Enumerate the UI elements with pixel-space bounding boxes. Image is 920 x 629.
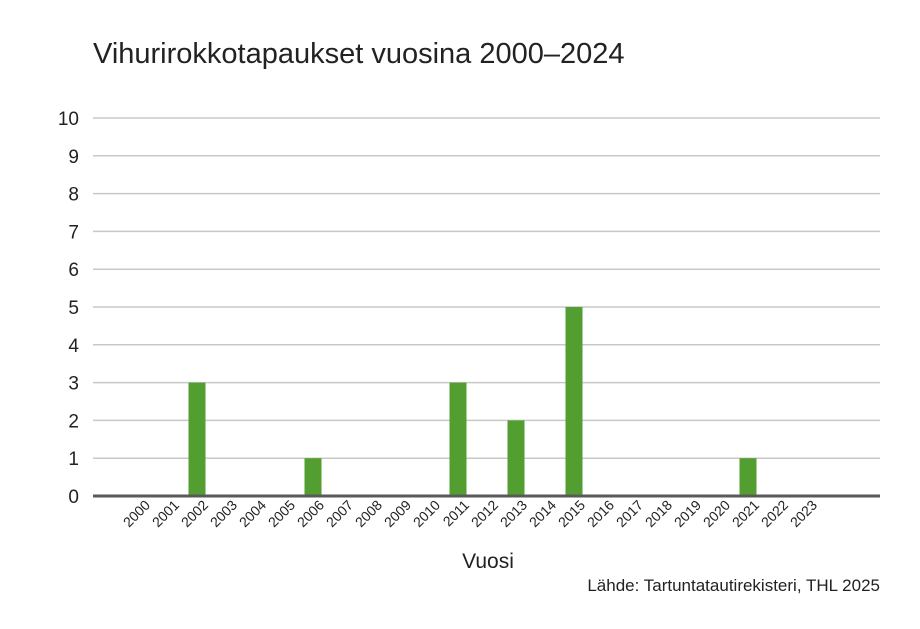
y-tick-label: 2 — [68, 411, 79, 432]
bar-2021 — [739, 458, 757, 496]
y-tick-label: 7 — [68, 222, 79, 243]
x-tick-label: 2023 — [787, 497, 820, 530]
bar-2015 — [565, 307, 583, 496]
x-tick-label: 2020 — [700, 497, 733, 530]
x-tick-label: 2021 — [729, 497, 762, 530]
x-tick-label: 2006 — [294, 497, 327, 530]
x-tick-label: 2017 — [613, 497, 646, 530]
x-tick-label: 2014 — [526, 497, 559, 530]
y-tick-label: 3 — [68, 374, 79, 395]
y-tick-label: 10 — [58, 109, 79, 130]
y-tick-label: 6 — [68, 260, 79, 281]
y-tick-label: 9 — [68, 147, 79, 168]
y-tick-label: 8 — [68, 185, 79, 206]
bar-2013 — [507, 420, 525, 496]
y-tick-label: 1 — [68, 449, 79, 470]
x-tick-label: 2005 — [265, 497, 298, 530]
x-tick-label: 2001 — [149, 497, 182, 530]
bar-2002 — [188, 382, 206, 496]
x-tick-label: 2015 — [555, 497, 588, 530]
chart-title: Vihurirokkotapaukset vuosina 2000–2024 — [93, 38, 625, 70]
x-tick-label: 2022 — [758, 497, 791, 530]
x-tick-label: 2018 — [642, 497, 675, 530]
x-axis-label: Vuosi — [462, 550, 514, 573]
x-tick-label: 2016 — [584, 497, 617, 530]
x-tick-label: 2002 — [178, 497, 211, 530]
bar-2011 — [449, 382, 467, 496]
x-tick-label: 2019 — [671, 497, 704, 530]
x-tick-label: 2010 — [410, 497, 443, 530]
bar-2006 — [304, 458, 322, 496]
x-tick-label: 2007 — [323, 497, 356, 530]
x-tick-label: 2000 — [120, 497, 153, 530]
x-tick-label: 2003 — [207, 497, 240, 530]
y-tick-label: 4 — [68, 336, 79, 357]
source-note: Lähde: Tartuntatautirekisteri, THL 2025 — [587, 576, 880, 595]
x-tick-label: 2004 — [236, 497, 269, 530]
x-tick-label: 2008 — [352, 497, 385, 530]
y-tick-label: 0 — [68, 487, 79, 508]
x-tick-label: 2009 — [381, 497, 414, 530]
x-tick-label: 2013 — [497, 497, 530, 530]
x-tick-label: 2012 — [468, 497, 501, 530]
x-tick-label: 2011 — [440, 497, 473, 530]
y-tick-label: 5 — [68, 298, 79, 319]
